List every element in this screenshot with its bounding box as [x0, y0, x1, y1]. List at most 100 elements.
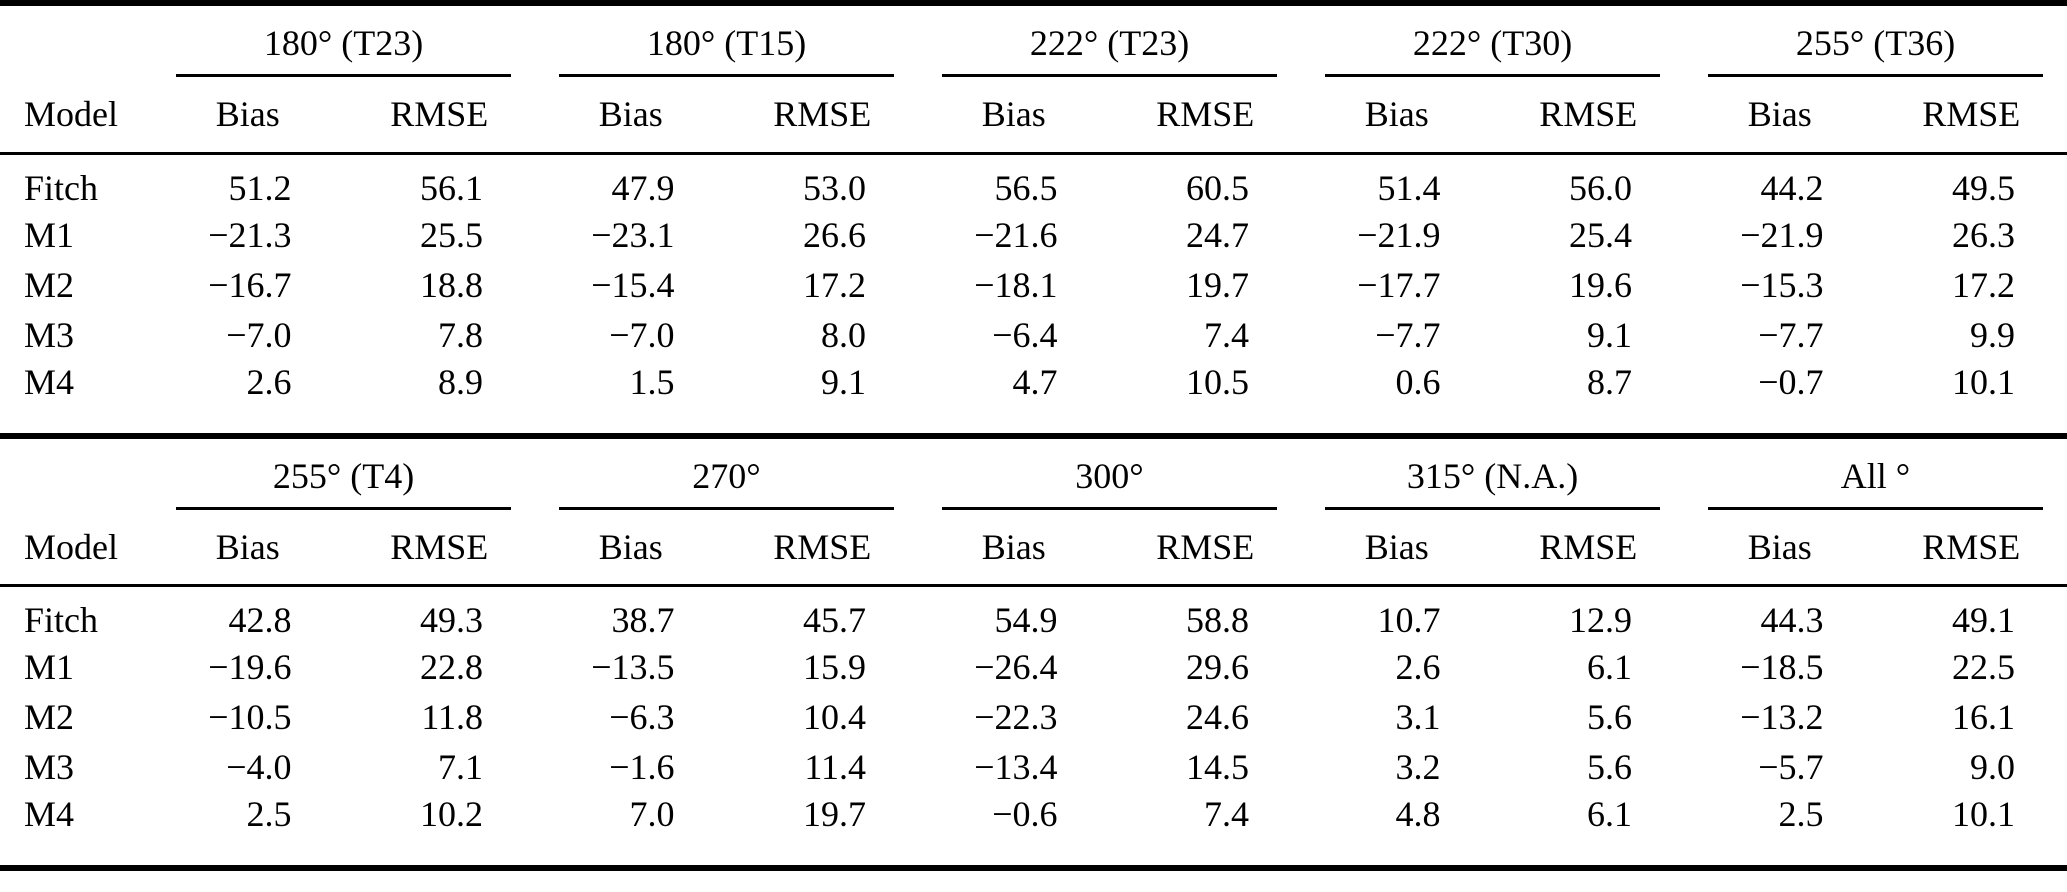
group-label: 270°: [559, 455, 894, 510]
table-row: M4 2.5 10.2 7.0 19.7 −0.6 7.4 4.8 6.1 2.5 10.1: [0, 792, 2067, 868]
rmse-value: 22.8: [420, 647, 483, 687]
table-row: M1 −21.3 25.5 −23.1 26.6 −21.6 24.7 −21.9 25.4 −2…: [0, 210, 2067, 260]
rmse-column-header: RMSE: [1109, 509, 1301, 587]
bias-value: −0.6: [992, 794, 1058, 834]
table-row: M2 −16.7 18.8 −15.4 17.2 −18.1 19.7 −17.7 19.6 −1…: [0, 260, 2067, 310]
rmse-value: 53.0: [803, 167, 866, 208]
column-group-header: 222° (T23): [918, 3, 1301, 77]
rmse-value: 56.1: [420, 167, 483, 208]
bias-value: −18.5: [1740, 647, 1824, 687]
rmse-value: 8.9: [438, 361, 483, 402]
bias-column-header: Bias: [1684, 77, 1876, 155]
model-name: M3: [24, 747, 75, 787]
rmse-value: 19.7: [803, 794, 866, 834]
model-name: M1: [24, 214, 75, 255]
bias-value: 51.2: [228, 167, 292, 208]
model-name: Fitch: [24, 167, 99, 208]
column-group-header: 270°: [535, 436, 918, 510]
rmse-value: 22.5: [1952, 647, 2015, 687]
bias-value: −22.3: [974, 697, 1058, 737]
rmse-value: 9.0: [1970, 747, 2015, 787]
rmse-value: 19.7: [1186, 264, 1249, 305]
bias-value: −7.0: [226, 314, 292, 355]
bias-value: −13.4: [974, 747, 1058, 787]
model-name: M4: [24, 361, 75, 402]
bias-value: −6.3: [609, 697, 675, 737]
bias-value: −21.6: [974, 214, 1058, 255]
group-label: 180° (T23): [176, 22, 511, 77]
rmse-column-header: RMSE: [1875, 77, 2067, 155]
bias-value: 38.7: [611, 600, 675, 640]
rmse-value: 9.1: [1587, 314, 1632, 355]
bias-value: 4.8: [1395, 794, 1441, 834]
rmse-column-header: RMSE: [1875, 509, 2067, 587]
bias-value: 42.8: [228, 600, 292, 640]
rmse-value: 17.2: [803, 264, 866, 305]
stats-table-2: 255° (T4) 270° 300° 315° (N.A.) All ° Model Bi…: [0, 432, 2067, 871]
bias-column-header: Bias: [152, 509, 344, 587]
model-name: M4: [24, 794, 75, 834]
bias-value: 4.7: [1012, 361, 1058, 402]
bias-column-header: Bias: [1301, 77, 1493, 155]
rmse-column-header: RMSE: [343, 77, 535, 155]
bias-column-header: Bias: [918, 77, 1110, 155]
model-name: M2: [24, 697, 75, 737]
table-row: M3 −7.0 7.8 −7.0 8.0 −6.4 7.4 −7.7 9.1 −7.7 9.9: [0, 310, 2067, 360]
corner-cell: [0, 3, 152, 77]
rmse-column-header: RMSE: [1492, 77, 1684, 155]
bias-column-header: Bias: [152, 77, 344, 155]
model-name: M2: [24, 264, 75, 305]
rmse-value: 6.1: [1587, 647, 1632, 687]
column-group-header: 255° (T36): [1684, 3, 2067, 77]
column-group-header: All °: [1684, 436, 2067, 510]
rmse-value: 7.4: [1204, 314, 1249, 355]
rmse-column-header: RMSE: [1492, 509, 1684, 587]
rmse-value: 19.6: [1569, 264, 1632, 305]
column-group-header-row: 180° (T23) 180° (T15) 222° (T23) 222° (T30)…: [0, 3, 2067, 77]
model-column-header: Model: [0, 509, 152, 587]
rmse-value: 8.0: [821, 314, 866, 355]
rmse-value: 10.1: [1952, 361, 2015, 402]
rmse-value: 16.1: [1952, 697, 2015, 737]
group-label: 300°: [942, 455, 1277, 510]
column-group-header: 180° (T15): [535, 3, 918, 77]
rmse-value: 6.1: [1587, 794, 1632, 834]
group-label: 255° (T36): [1708, 22, 2043, 77]
rmse-value: 24.6: [1186, 697, 1249, 737]
bias-value: 44.2: [1760, 167, 1824, 208]
bias-value: 2.5: [246, 794, 292, 834]
bias-value: −16.7: [208, 264, 292, 305]
bias-value: −13.2: [1740, 697, 1824, 737]
bias-column-header: Bias: [918, 509, 1110, 587]
bias-value: −23.1: [591, 214, 675, 255]
model-name: Fitch: [24, 600, 99, 640]
model-name: M3: [24, 314, 75, 355]
bias-value: 7.0: [629, 794, 675, 834]
rmse-value: 15.9: [803, 647, 866, 687]
rmse-column-header: RMSE: [343, 509, 535, 587]
bias-value: 2.5: [1778, 794, 1824, 834]
rmse-value: 29.6: [1186, 647, 1249, 687]
bias-value: −17.7: [1357, 264, 1441, 305]
bias-value: −19.6: [208, 647, 292, 687]
bias-value: −15.4: [591, 264, 675, 305]
rmse-value: 11.8: [421, 697, 483, 737]
bias-column-header: Bias: [535, 77, 727, 155]
rmse-value: 11.4: [804, 747, 866, 787]
rmse-value: 45.7: [803, 600, 866, 640]
group-label: 222° (T30): [1325, 22, 1660, 77]
model-name: M1: [24, 647, 75, 687]
table-row: Fitch 51.2 56.1 47.9 53.0 56.5 60.5 51.4 56.0 44.…: [0, 153, 2067, 210]
bias-value: −4.0: [226, 747, 292, 787]
table-row: M4 2.6 8.9 1.5 9.1 4.7 10.5 0.6 8.7 −0.7 10.1: [0, 360, 2067, 433]
column-group-header: 180° (T23): [152, 3, 535, 77]
bias-value: 51.4: [1377, 167, 1441, 208]
group-label: 222° (T23): [942, 22, 1277, 77]
rmse-value: 49.3: [420, 600, 483, 640]
rmse-value: 7.1: [438, 747, 483, 787]
bias-value: 44.3: [1760, 600, 1824, 640]
bias-value: −15.3: [1740, 264, 1824, 305]
bias-value: −7.7: [1375, 314, 1441, 355]
rmse-value: 24.7: [1186, 214, 1249, 255]
group-label: 315° (N.A.): [1325, 455, 1660, 510]
